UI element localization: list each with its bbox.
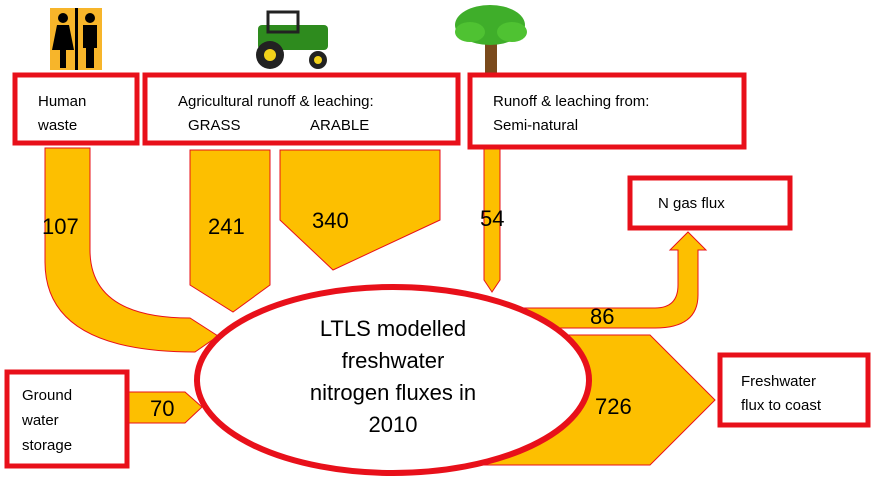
box-label: ARABLE xyxy=(310,117,369,134)
box-label: Runoff & leaching from: xyxy=(493,93,649,110)
flow-arrow xyxy=(280,150,440,270)
source-box xyxy=(470,75,744,147)
tree-icon xyxy=(455,5,527,75)
box-label: flux to coast xyxy=(741,397,822,414)
sink-box xyxy=(720,355,868,425)
flow-value: 86 xyxy=(590,304,614,329)
center-label: freshwater xyxy=(342,348,445,373)
flow-value: 107 xyxy=(42,214,79,239)
box-label: storage xyxy=(22,437,72,454)
tractor-icon xyxy=(256,12,328,69)
center-label: LTLS modelled xyxy=(320,316,466,341)
flow-value: 340 xyxy=(312,208,349,233)
center-label: nitrogen fluxes in xyxy=(310,380,476,405)
flow-value: 241 xyxy=(208,214,245,239)
center-label: 2010 xyxy=(369,412,418,437)
toilet-icon xyxy=(50,8,102,70)
box-label: Human xyxy=(38,93,86,110)
box-label: Semi-natural xyxy=(493,117,578,134)
box-label: N gas flux xyxy=(658,195,725,212)
flow-value: 70 xyxy=(150,396,174,421)
flow-value: 54 xyxy=(480,206,504,231)
box-label: waste xyxy=(37,117,77,134)
box-label: Agricultural runoff & leaching: xyxy=(178,93,374,110)
box-label: water xyxy=(21,412,59,429)
diagram: LTLS modelled freshwater nitrogen fluxes… xyxy=(0,0,878,479)
flow-value: 726 xyxy=(595,394,632,419)
box-label: Freshwater xyxy=(741,373,816,390)
box-label: Ground xyxy=(22,387,72,404)
box-label: GRASS xyxy=(188,117,241,134)
